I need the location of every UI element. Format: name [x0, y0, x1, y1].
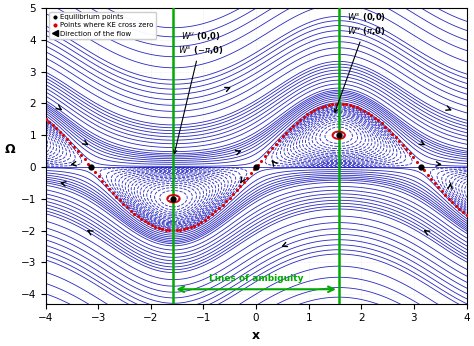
- Point: [382, 124, 389, 129]
- Point: [229, 191, 237, 197]
- Point: [127, 208, 134, 213]
- Point: [321, 103, 329, 108]
- Point: [116, 198, 124, 203]
- Point: [187, 224, 194, 230]
- Point: [176, 227, 184, 233]
- Point: [328, 101, 336, 107]
- Point: [137, 216, 145, 222]
- Legend: Equilibrium points, Points where KE cross zero, Direction of the flow: Equilibrium points, Points where KE cros…: [49, 12, 156, 39]
- Point: [410, 155, 417, 160]
- Point: [378, 121, 385, 126]
- Point: [303, 112, 311, 117]
- Point: [208, 211, 216, 217]
- Point: [88, 165, 95, 171]
- Point: [367, 112, 375, 118]
- Point: [389, 131, 396, 136]
- Point: [385, 127, 392, 133]
- Point: [452, 203, 460, 209]
- Point: [240, 179, 247, 184]
- Point: [420, 167, 428, 173]
- Point: [445, 196, 453, 201]
- Point: [332, 101, 339, 106]
- Point: [456, 206, 463, 212]
- Point: [222, 199, 230, 204]
- Point: [413, 159, 421, 164]
- Point: [102, 182, 109, 188]
- Point: [180, 227, 187, 232]
- Point: [219, 202, 226, 208]
- Point: [173, 228, 180, 233]
- Point: [336, 101, 343, 106]
- Point: [343, 101, 350, 107]
- Point: [106, 186, 113, 192]
- Point: [123, 204, 131, 210]
- Point: [268, 145, 276, 151]
- Point: [247, 171, 255, 176]
- Point: [310, 107, 318, 113]
- Point: [364, 110, 371, 116]
- Point: [159, 226, 166, 232]
- Point: [191, 223, 198, 228]
- Point: [251, 166, 258, 172]
- Point: [438, 188, 446, 194]
- Text: $W^u$ (0,0)
$W^s$ ($-\pi$,0): $W^u$ (0,0) $W^s$ ($-\pi$,0): [173, 30, 223, 154]
- Point: [99, 178, 106, 183]
- Point: [120, 201, 128, 207]
- Point: [339, 101, 346, 107]
- Point: [417, 163, 424, 169]
- Point: [293, 120, 301, 125]
- Point: [254, 162, 262, 167]
- Point: [74, 148, 82, 154]
- Point: [261, 154, 269, 159]
- Point: [402, 146, 410, 152]
- X-axis label: x: x: [252, 329, 260, 342]
- Y-axis label: Ω: Ω: [4, 143, 15, 156]
- Point: [95, 174, 102, 179]
- Point: [46, 119, 53, 125]
- Point: [49, 122, 56, 128]
- Point: [63, 136, 71, 142]
- Point: [215, 206, 223, 211]
- Point: [60, 133, 67, 138]
- Point: [113, 194, 120, 199]
- Point: [360, 108, 368, 113]
- Point: [371, 115, 378, 120]
- Point: [297, 117, 304, 122]
- Point: [166, 228, 173, 233]
- Point: [428, 176, 435, 182]
- Point: [233, 187, 240, 193]
- Point: [441, 192, 449, 198]
- Text: $W^s$ (0,0)
$W^u$ ($\pi$,0): $W^s$ (0,0) $W^u$ ($\pi$,0): [334, 11, 386, 112]
- Point: [70, 144, 78, 150]
- Point: [257, 158, 265, 163]
- Point: [318, 104, 325, 110]
- Text: Lines of ambiguity: Lines of ambiguity: [209, 274, 303, 283]
- Point: [67, 140, 74, 146]
- Point: [244, 175, 251, 180]
- Point: [109, 190, 117, 195]
- Point: [212, 209, 219, 214]
- Point: [226, 195, 233, 200]
- Point: [141, 218, 148, 224]
- Point: [152, 224, 159, 229]
- Point: [134, 213, 141, 219]
- Point: [91, 170, 99, 175]
- Point: [346, 102, 354, 108]
- Point: [374, 118, 382, 123]
- Point: [53, 126, 60, 131]
- Point: [194, 221, 201, 227]
- Point: [77, 153, 85, 158]
- Point: [314, 106, 322, 111]
- Point: [356, 106, 364, 111]
- Point: [272, 141, 279, 147]
- Point: [300, 114, 308, 120]
- Point: [349, 103, 357, 109]
- Point: [459, 209, 467, 215]
- Point: [424, 172, 431, 177]
- Point: [81, 157, 88, 162]
- Point: [463, 212, 470, 218]
- Point: [395, 138, 403, 144]
- Point: [264, 149, 272, 155]
- Point: [325, 102, 332, 107]
- Point: [130, 211, 138, 216]
